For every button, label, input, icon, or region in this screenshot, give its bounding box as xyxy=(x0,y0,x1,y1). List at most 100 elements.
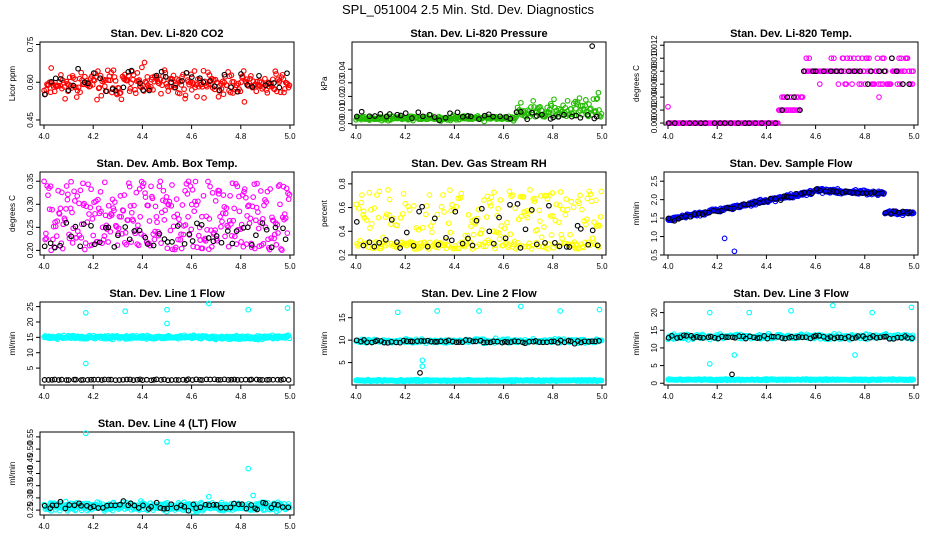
data-point xyxy=(528,245,535,252)
y-tick-label-temp: 0.004 xyxy=(650,87,659,108)
overlay-point xyxy=(211,83,218,90)
chart-title-temp: Stan. Dev. Li-820 Temp. xyxy=(730,28,852,40)
overlay-point xyxy=(205,235,212,241)
overlay-point xyxy=(198,222,205,228)
data-point xyxy=(92,210,98,217)
overlay-point xyxy=(797,107,803,113)
data-point xyxy=(95,85,102,92)
data-point xyxy=(854,68,861,75)
data-point xyxy=(219,210,226,217)
data-point xyxy=(152,228,158,235)
overlay-point xyxy=(52,75,59,82)
plot-frame-box_temp xyxy=(39,171,295,256)
data-point xyxy=(479,227,485,233)
x-tick-label-line3: 4.4 xyxy=(761,392,773,401)
data-point xyxy=(360,208,367,215)
data-point xyxy=(910,68,916,75)
overlay-point xyxy=(826,188,833,194)
overlay-point xyxy=(834,188,840,195)
overlay-point xyxy=(221,71,228,78)
y-tick-label-temp: 0.000 xyxy=(650,113,659,134)
data-point xyxy=(142,190,148,196)
data-point xyxy=(506,188,513,195)
y-axis-label-temp: degrees C xyxy=(632,65,641,102)
data-point xyxy=(141,59,148,66)
data-point xyxy=(558,231,565,238)
data-point xyxy=(77,89,83,96)
overlay-point xyxy=(374,337,381,344)
data-point xyxy=(68,178,74,185)
overlay-point xyxy=(798,190,805,197)
data-point xyxy=(59,245,66,252)
overlay-point xyxy=(185,507,192,514)
overlay-point xyxy=(868,190,875,196)
overlay-point xyxy=(881,333,887,340)
overlay-point xyxy=(203,376,210,383)
data-point xyxy=(272,68,279,75)
overlay-point xyxy=(279,504,286,510)
data-point xyxy=(43,230,49,237)
overlay-point xyxy=(480,339,487,346)
data-point xyxy=(73,94,80,100)
data-point xyxy=(148,183,154,190)
overlay-point xyxy=(428,338,434,345)
data-point xyxy=(286,335,293,342)
x-tick-label-pressure: 4.6 xyxy=(498,132,510,141)
outlier-point xyxy=(908,304,915,311)
data-point xyxy=(501,225,508,232)
overlay-point xyxy=(256,72,262,79)
plot-frame-line3 xyxy=(663,301,919,386)
data-point xyxy=(598,111,605,117)
data-point xyxy=(537,103,543,110)
data-point xyxy=(582,97,589,103)
x-tick-label-line4: 4.4 xyxy=(137,522,149,531)
data-point xyxy=(208,243,215,250)
data-point xyxy=(493,229,500,236)
data-point xyxy=(285,190,291,197)
data-point xyxy=(132,90,139,97)
overlay-point xyxy=(213,233,220,239)
overlay-point xyxy=(88,376,94,383)
overlay-point xyxy=(71,376,77,383)
data-point xyxy=(65,191,71,198)
overlay-point xyxy=(402,110,409,116)
overlay-point xyxy=(779,107,786,113)
y-tick-label-co2: 0.75 xyxy=(26,36,35,52)
data-point xyxy=(909,81,916,87)
overlay-point xyxy=(415,109,422,116)
overlay-point xyxy=(353,113,360,120)
data-point xyxy=(549,190,556,196)
overlay-point xyxy=(596,338,602,344)
data-point xyxy=(48,247,55,254)
data-point xyxy=(360,212,366,218)
chart-sample-flow: Stan. Dev. Sample Flowml/min0.51.01.52.0… xyxy=(632,158,920,271)
data-point xyxy=(200,192,207,199)
overlay-point xyxy=(49,376,55,383)
overlay-point xyxy=(731,205,737,212)
data-point xyxy=(598,377,605,384)
y-tick-label-pressure: 0.00 xyxy=(338,115,347,131)
x-tick-label-pressure: 5.0 xyxy=(596,132,608,141)
data-point xyxy=(235,226,241,233)
overlay-point xyxy=(137,376,143,383)
overlay-point xyxy=(173,377,179,383)
data-point xyxy=(217,213,223,220)
overlay-point xyxy=(211,376,218,383)
y-tick-label-rh: 0.4 xyxy=(338,225,347,237)
data-point xyxy=(278,246,284,252)
overlay-point xyxy=(134,376,141,383)
data-point xyxy=(470,231,477,238)
overlay-point xyxy=(592,338,599,345)
overlay-point xyxy=(894,334,901,341)
data-point xyxy=(168,202,175,209)
overlay-point xyxy=(529,109,535,116)
data-point xyxy=(228,232,235,239)
data-point xyxy=(137,83,143,90)
overlay-point xyxy=(540,339,546,346)
chart-title-line4: Stan. Dev. Line 4 (LT) Flow xyxy=(98,418,237,430)
overlay-point xyxy=(859,190,866,197)
x-tick-label-pressure: 4.2 xyxy=(400,132,412,141)
data-point xyxy=(849,81,855,87)
y-tick-label-co2: 0.45 xyxy=(26,112,35,128)
overlay-point xyxy=(218,239,225,246)
